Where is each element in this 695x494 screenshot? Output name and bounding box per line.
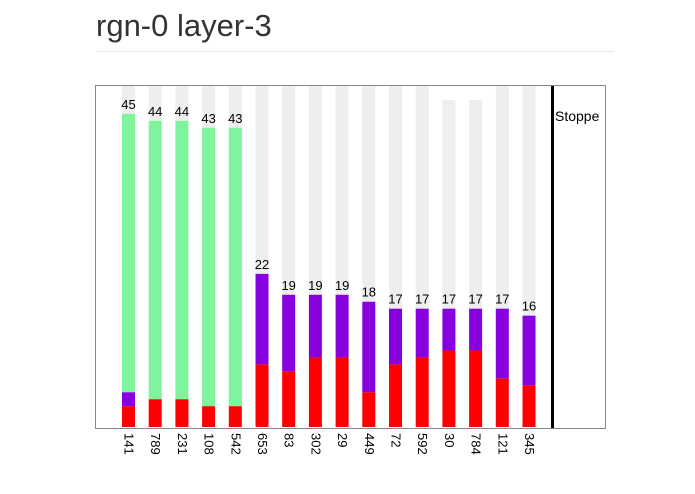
- value-label-592: 17: [415, 292, 429, 307]
- bar-segment-121-0: [495, 378, 509, 427]
- x-tick-label-231: 231: [175, 433, 190, 455]
- bar-segment-141-1: [122, 392, 135, 407]
- x-tick-labels-layer: 141 789 231 108 542 653 83 302 29 449 72 592 30 784 12…: [122, 433, 538, 455]
- value-label-29: 19: [335, 278, 349, 293]
- bar-segment-72-1: [389, 308, 402, 365]
- bar-segment-449-0: [362, 392, 376, 427]
- bar-segment-784-0: [469, 350, 483, 427]
- x-tick-label-449: 449: [362, 433, 377, 455]
- x-tick-label-542: 542: [228, 433, 243, 455]
- value-label-653: 22: [255, 257, 269, 272]
- bar-segment-108-0: [202, 406, 216, 427]
- bar-segment-592-1: [415, 308, 429, 358]
- value-label-542: 43: [228, 111, 242, 126]
- bar-segment-29-0: [335, 357, 349, 427]
- value-label-784: 17: [468, 292, 482, 307]
- bar-segment-29-1: [335, 294, 349, 358]
- value-label-231: 44: [175, 104, 189, 119]
- x-tick-label-302: 302: [308, 433, 323, 455]
- bar-segment-345-1: [522, 315, 536, 386]
- bar-segment-83-0: [282, 371, 296, 427]
- bar-segment-345-0: [522, 385, 536, 427]
- bar-segment-141-0: [122, 406, 135, 427]
- x-tick-label-72: 72: [389, 433, 404, 447]
- bar-segment-72-0: [389, 364, 402, 427]
- value-label-345: 16: [522, 299, 536, 314]
- x-tick-label-345: 345: [522, 433, 537, 455]
- x-tick-label-83: 83: [282, 433, 297, 447]
- bar-segment-121-1: [495, 308, 509, 379]
- value-label-141: 45: [121, 97, 135, 112]
- value-label-30: 17: [442, 292, 456, 307]
- x-tick-label-784: 784: [469, 433, 484, 455]
- bar-segment-789-2: [148, 120, 162, 400]
- bar-segment-108-2: [202, 127, 216, 407]
- bar-segment-302-0: [308, 357, 322, 427]
- bar-segment-542-2: [228, 127, 242, 407]
- plot-frame: [95, 85, 606, 429]
- bars-layer: [122, 86, 536, 427]
- value-labels-layer: 45 44 44 43 43 22 19 19 19 18 17 17 17 17 17 16: [121, 97, 536, 314]
- x-tick-label-121: 121: [495, 433, 510, 455]
- bar-segment-141-2: [122, 113, 135, 393]
- page-title: rgn-0 layer-3: [96, 8, 272, 43]
- bar-segment-231-0: [175, 399, 189, 427]
- bar-segment-231-2: [175, 120, 189, 400]
- stop-marker-label: Stoppe: [555, 108, 600, 124]
- bar-segment-542-0: [228, 406, 242, 427]
- bar-segment-789-0: [148, 399, 162, 427]
- bar-segment-449-1: [362, 301, 376, 393]
- x-tick-label-141: 141: [122, 433, 137, 455]
- bar-segment-83-1: [282, 294, 296, 372]
- x-tick-label-29: 29: [335, 433, 350, 447]
- x-tick-label-653: 653: [255, 433, 270, 455]
- value-label-789: 44: [148, 104, 162, 119]
- value-label-449: 18: [362, 285, 376, 300]
- bar-segment-30-0: [442, 350, 456, 427]
- value-label-72: 17: [388, 292, 402, 307]
- x-tick-label-789: 789: [148, 433, 163, 455]
- value-label-83: 19: [281, 278, 295, 293]
- value-label-121: 17: [495, 292, 509, 307]
- bar-segment-592-0: [415, 357, 429, 427]
- bar-segment-653-0: [255, 364, 269, 427]
- bar-segment-30-1: [442, 308, 456, 351]
- value-label-302: 19: [308, 278, 322, 293]
- title-divider: [96, 51, 614, 52]
- x-tick-label-592: 592: [415, 433, 430, 455]
- value-label-108: 43: [201, 111, 215, 126]
- x-tick-label-30: 30: [442, 433, 457, 447]
- x-tick-label-108: 108: [202, 433, 217, 455]
- bar-segment-302-1: [308, 294, 322, 358]
- bar-segment-653-1: [255, 273, 269, 365]
- bar-segment-784-1: [469, 308, 483, 351]
